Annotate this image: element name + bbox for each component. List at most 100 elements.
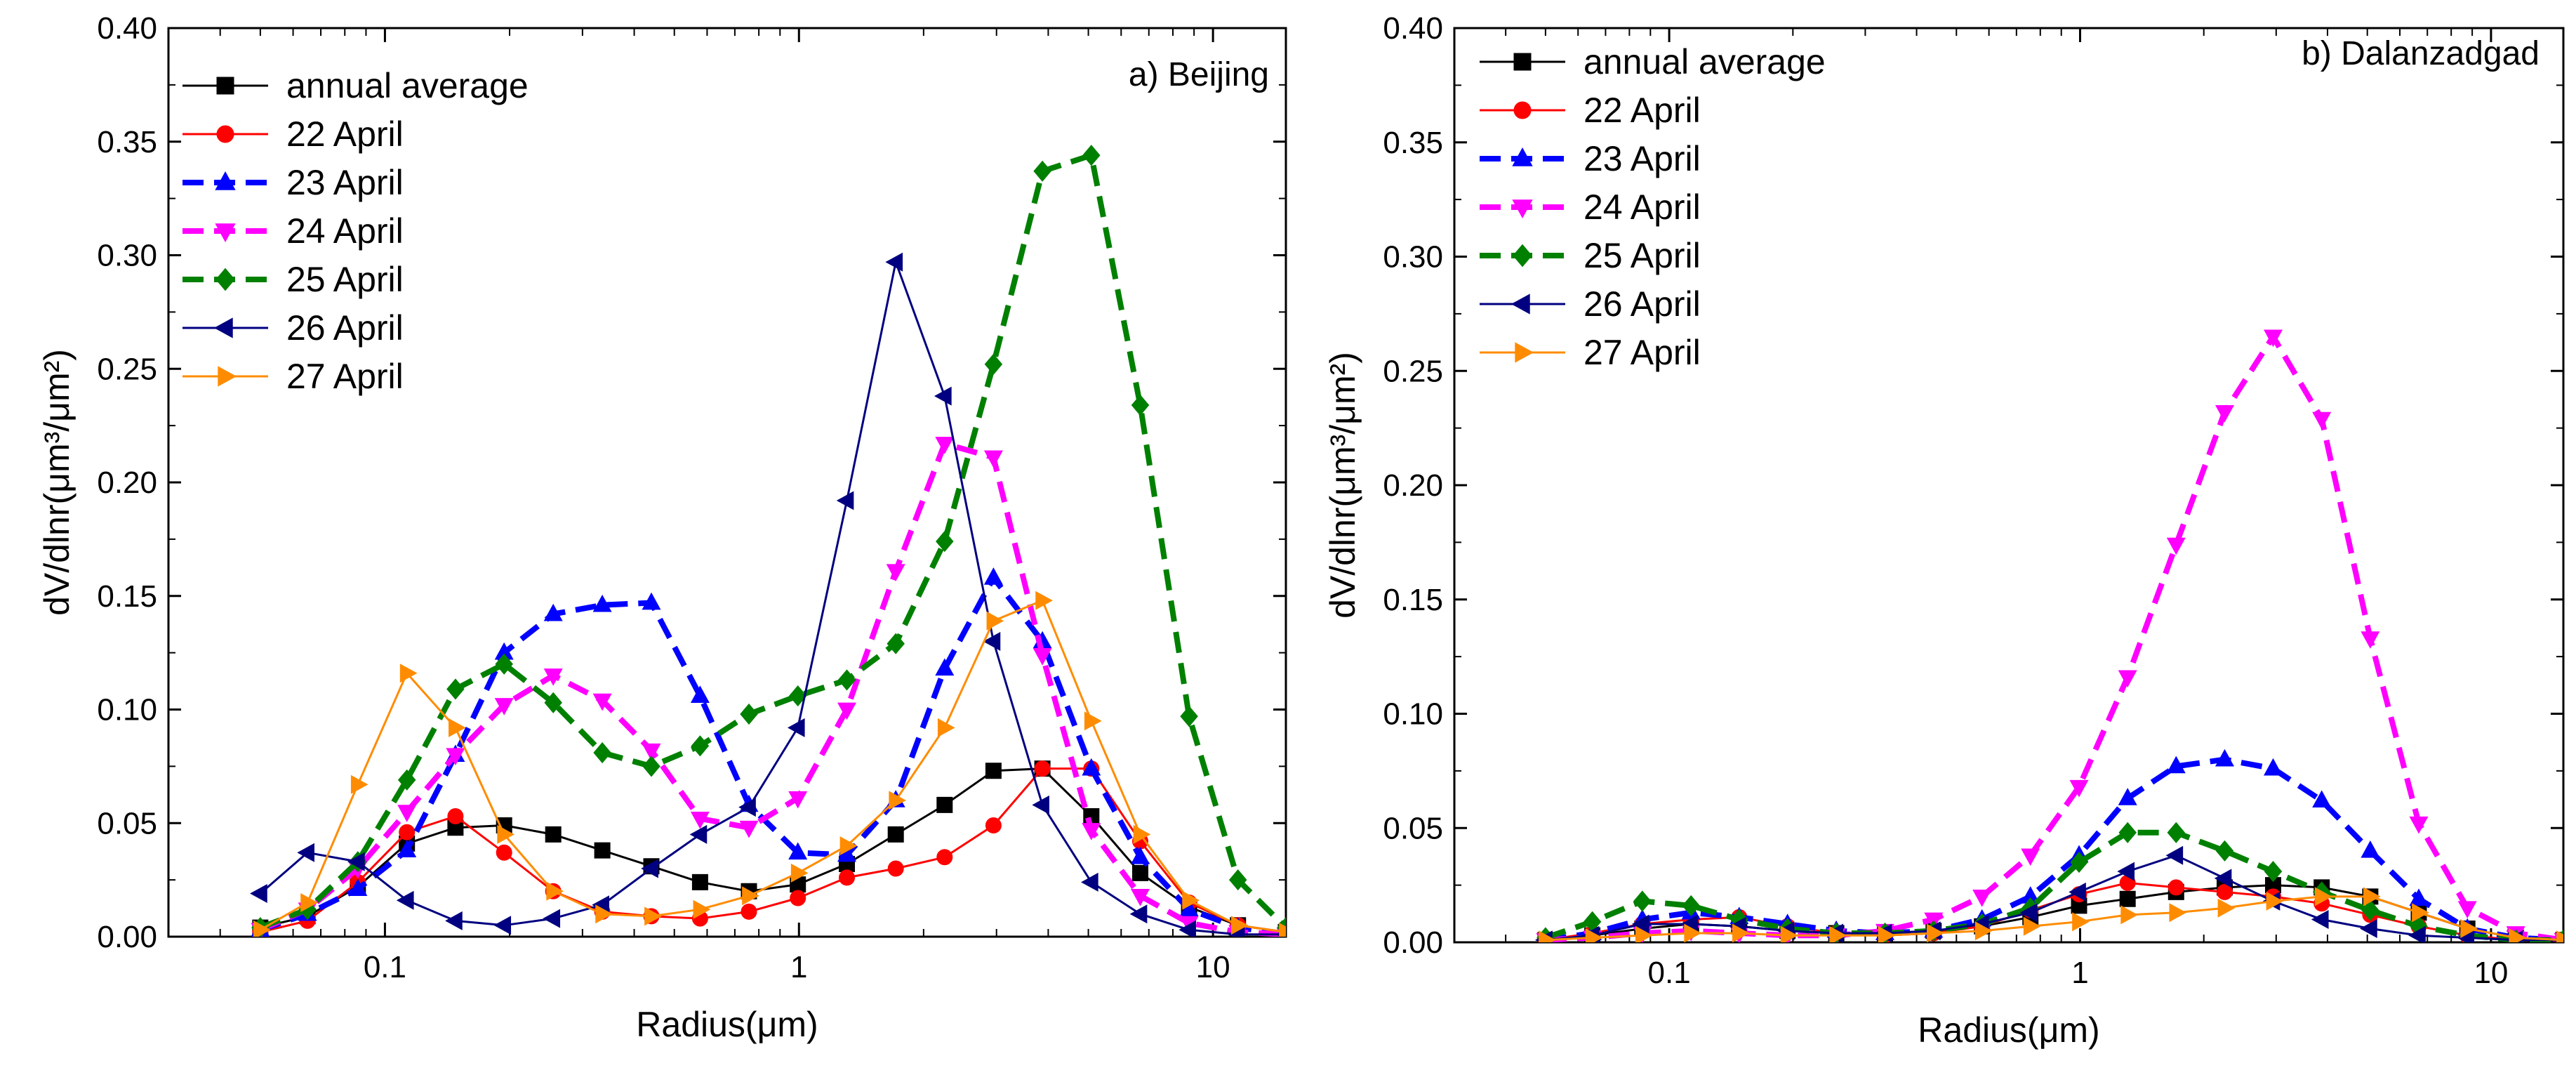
data-point <box>2266 891 2284 911</box>
data-point <box>1635 925 1653 942</box>
data-point <box>788 842 808 860</box>
data-point <box>984 353 1003 375</box>
data-point <box>1182 890 1200 910</box>
plot-area <box>250 145 1286 937</box>
x-tick-label: 0.1 <box>1648 956 1691 990</box>
data-point <box>445 911 463 930</box>
data-point <box>595 904 613 924</box>
data-point <box>837 702 856 720</box>
legend: annual average 22 April 23 April 24 April 25… <box>1480 42 1826 372</box>
y-tick-label: 0.05 <box>1383 811 1443 845</box>
legend-marker <box>1513 53 1532 71</box>
y-tick-label: 0.05 <box>97 806 157 840</box>
data-point <box>447 808 464 824</box>
legend-entry: annual average <box>1584 42 1826 81</box>
data-point <box>2165 845 2184 865</box>
data-point <box>2023 916 2041 936</box>
series-line <box>259 441 1286 937</box>
data-point <box>2264 758 2283 776</box>
data-point <box>2311 910 2329 929</box>
data-point <box>1035 591 1053 610</box>
legend-marker <box>213 317 233 338</box>
series-27-april <box>253 591 1286 937</box>
data-point <box>983 567 1003 585</box>
data-point <box>1133 824 1151 844</box>
data-point <box>1082 823 1101 840</box>
data-point <box>1131 847 1150 864</box>
data-point <box>936 796 953 813</box>
data-point <box>1780 925 1798 942</box>
legend-entry: 25 April <box>1584 236 1701 275</box>
data-point <box>1633 890 1652 912</box>
panel-title: a) Beijing <box>1129 56 1269 93</box>
x-tick-label: 1 <box>790 950 807 984</box>
data-point <box>1129 904 1148 924</box>
legend-entry: 25 April <box>286 260 404 299</box>
data-point <box>2409 888 2429 906</box>
y-axis-title: dV/dlnr(μm³/μm²) <box>37 349 77 616</box>
data-point <box>543 909 561 928</box>
legend-marker <box>1513 101 1532 119</box>
legend-entry: 26 April <box>286 308 404 348</box>
data-point <box>1878 925 1896 942</box>
data-point <box>935 658 955 676</box>
data-point <box>300 893 318 912</box>
legend-entry: 23 April <box>286 163 404 202</box>
series-line <box>1545 334 2563 942</box>
data-point <box>1682 895 1700 916</box>
data-point <box>594 842 611 859</box>
data-point <box>693 899 711 919</box>
data-point <box>642 756 660 777</box>
data-point <box>738 798 756 817</box>
data-point <box>839 836 858 856</box>
y-tick-label: 0.20 <box>1383 468 1443 503</box>
series-line <box>260 599 1286 933</box>
data-point <box>1033 648 1052 666</box>
data-point <box>1082 758 1101 776</box>
data-point <box>2312 411 2332 430</box>
data-point <box>2167 822 2186 843</box>
data-point <box>2264 861 2283 883</box>
data-point <box>1132 864 1148 881</box>
series-line <box>259 152 1286 930</box>
plot-area <box>1535 329 2563 942</box>
y-tick-label: 0.25 <box>1383 354 1443 388</box>
legend-entry: 22 April <box>1584 91 1701 130</box>
x-axis-title: Radius(μm) <box>1918 1010 2099 1050</box>
y-tick-label: 0.35 <box>1383 126 1443 160</box>
y-tick-label: 0.15 <box>1383 583 1443 617</box>
data-point <box>689 824 708 844</box>
legend-marker <box>216 125 234 143</box>
x-axis-title: Radius(μm) <box>636 1005 818 1044</box>
legend-entry: 22 April <box>286 114 404 154</box>
data-point <box>691 735 710 757</box>
data-point <box>253 920 271 937</box>
data-point <box>2215 840 2234 862</box>
data-point <box>2166 537 2186 555</box>
data-point <box>449 718 466 737</box>
legend-marker <box>1515 342 1534 363</box>
legend-marker <box>215 223 236 243</box>
data-point <box>983 450 1003 468</box>
data-point <box>935 437 955 454</box>
series-line <box>259 574 1286 937</box>
series-26-april <box>250 252 1286 937</box>
data-point <box>397 840 417 857</box>
data-point <box>690 811 710 829</box>
data-point <box>2314 887 2332 906</box>
data-point <box>741 903 757 920</box>
data-point <box>494 698 514 715</box>
y-tick-label: 0.25 <box>97 352 157 386</box>
data-point <box>1033 160 1051 182</box>
y-tick-label: 0.35 <box>97 125 157 159</box>
data-point <box>2069 779 2089 798</box>
data-point <box>788 791 808 809</box>
legend-marker <box>218 366 237 387</box>
legend-marker <box>215 268 235 291</box>
data-point <box>642 592 661 610</box>
data-point <box>887 860 904 877</box>
data-point <box>446 678 465 700</box>
data-point <box>742 886 759 906</box>
data-point <box>2117 862 2135 881</box>
